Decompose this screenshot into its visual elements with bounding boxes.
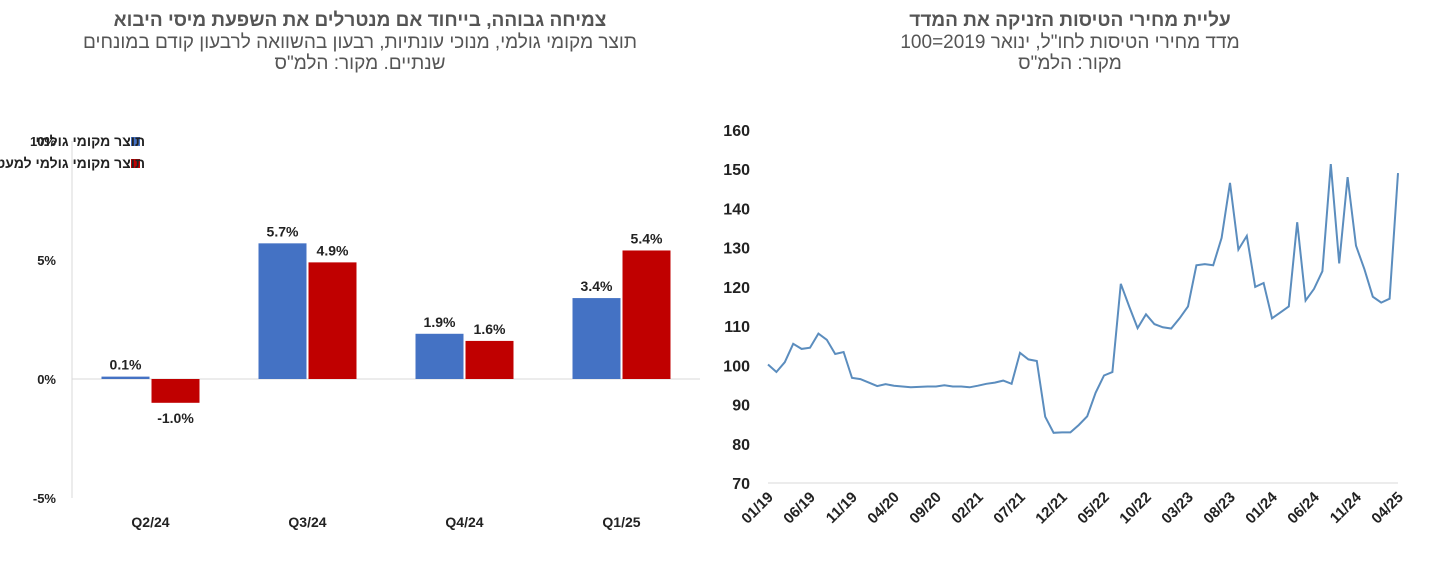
line-y-tick-label: 120 [723,280,750,297]
bar-y-tick-label: -5% [33,491,57,506]
legend-marker [131,159,140,168]
right-chart-subtitle-line1: מדד מחירי הטיסות לחו"ל, ינואר 2019=100 [900,32,1240,53]
line-y-tick-label: 90 [732,398,750,415]
bar-x-tick-label: Q2/24 [131,514,169,530]
bar [258,243,307,379]
line-x-tick-label: 01/19 [738,489,777,528]
bar-data-label: 1.6% [474,321,506,337]
bar-data-label: 4.9% [317,242,349,258]
line-y-tick-label: 80 [732,437,750,454]
line-x-tick-label: 03/23 [1158,489,1197,528]
line-x-tick-label: 07/21 [990,489,1029,528]
bar-data-label: 5.7% [267,223,299,239]
legend-entry: תוצר מקומי גולמי [36,133,145,149]
line-x-tick-label: 01/24 [1242,488,1281,527]
line-x-tick-label: 04/20 [864,489,903,528]
legend-marker [131,137,140,146]
line-x-tick-label: 06/24 [1284,488,1323,527]
bar-x-tick-label: Q3/24 [288,514,326,530]
line-y-tick-label: 70 [732,476,750,493]
bar [622,250,671,379]
bar-data-label: 3.4% [581,278,613,294]
line-y-tick-label: 110 [724,319,750,336]
line-y-tick-label: 130 [723,241,750,258]
line-x-tick-label: 10/22 [1116,489,1155,528]
bar-x-tick-label: Q4/24 [445,514,483,530]
line-x-tick-label: 12/21 [1032,489,1071,528]
legend-entry: תוצר מקומי גולמי למעט מסים נטו על יבוא [0,155,145,171]
left-chart-title: צמיחה גבוהה, בייחוד אם מנטרלים את השפעת … [113,10,607,31]
line-y-tick-label: 140 [723,201,750,218]
bar-data-label: 5.4% [631,230,663,246]
line-series [767,164,1399,434]
bar-data-label: -1.0% [157,410,194,426]
right-chart-subtitle-line2: מקור: הלמ"ס [1018,53,1122,74]
left-chart-subtitle-line2: שנתיים. מקור: הלמ"ס [274,53,446,74]
line-y-tick-label: 160 [723,123,750,140]
right-chart-header: עליית מחירי הטיסות הזניקה את המדד מדד מח… [720,10,1420,74]
line-x-tick-label: 08/23 [1200,489,1239,528]
bar [151,379,200,403]
bar-data-label: 0.1% [110,357,142,373]
bar [572,298,621,379]
bar-y-tick-label: 0% [37,372,56,387]
bar [465,340,514,379]
line-x-tick-label: 11/19 [823,489,861,527]
bar [415,333,464,379]
line-x-tick-label: 06/19 [780,489,819,528]
line-x-tick-label: 05/22 [1074,489,1113,528]
bar [101,376,150,379]
line-x-tick-label: 09/20 [906,489,945,528]
right-chart-title: עליית מחירי הטיסות הזניקה את המדד [909,10,1231,31]
bar-y-tick-label: 10% [30,134,56,149]
line-x-tick-label: 11/24 [1327,488,1365,526]
bar-data-label: 1.9% [424,314,456,330]
bar [308,262,357,379]
line-y-tick-label: 100 [723,358,750,375]
left-chart-header: צמיחה גבוהה, בייחוד אם מנטרלים את השפעת … [20,10,700,74]
line-y-tick-label: 150 [723,162,750,179]
bar-x-tick-label: Q1/25 [602,514,640,530]
line-x-tick-label: 02/21 [948,489,987,528]
bar-y-tick-label: 5% [37,253,56,268]
left-chart-subtitle-line1: תוצר מקומי גולמי, מנוכי עונתיות, רבעון ב… [83,32,637,53]
line-x-tick-label: 04/25 [1368,489,1407,528]
